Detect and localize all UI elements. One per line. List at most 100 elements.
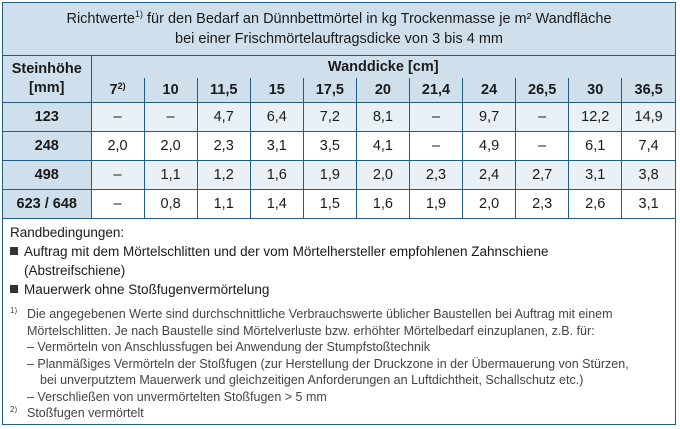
row-header-stone-height-value: 248 [3,131,92,161]
column-header-wall-thickness: 11,5 [196,78,251,103]
table-cell: 3,8 [621,160,675,190]
column-header-wall-thickness: 30 [568,78,623,103]
mortar-consumption-table-card: Richtwerte1) für den Bedarf an Dünnbettm… [2,2,676,425]
row-header-label: Steinhöhe [11,61,82,77]
table-cell: 8,1 [355,102,410,132]
column-group-wall-thickness: Wanddicke [cm] [90,56,675,78]
table-cell: 6,4 [249,102,304,132]
table-cell: 2,3 [408,160,464,190]
table-cell: 1,9 [408,189,464,219]
footnote-1-dash-item-3: – Verschließen von unvermörtelten Stoßfu… [27,389,327,404]
condition-item-1: Auftrag mit dem Mörtelschlitten und der … [10,242,675,280]
table-row: 248 2,0 2,0 2,3 3,1 3,5 4,1–4,9–6,1 7,4 [3,131,675,161]
table-cell: 1,1 [196,189,251,219]
table-cell: 6,1 [568,131,623,161]
column-header-wall-thickness: 24 [462,78,517,103]
table-cell: 1,5 [302,189,357,219]
column-header-label: 15 [268,82,285,98]
table-cell: 2,0 [355,160,410,190]
table-cell: 2,0 [143,131,198,161]
title-text-start: Richtwerte [66,11,135,27]
footnote-2-marker: 2) [10,405,18,414]
table-cell: 3,5 [302,131,357,161]
footnote-2-text: Stoßfugen vermörtelt [27,406,144,420]
column-header-wall-thickness: 17,5 [302,78,357,103]
conditions-heading: Randbedingungen: [10,225,125,240]
table-cell: – [515,102,570,132]
footnotes-section: 1) Die angegebenen Werte sind durchschni… [3,306,675,422]
footnote-2: 2) Stoßfugen vermörtelt [10,405,675,422]
table-cell: 2,0 [90,131,145,161]
condition-1-text: Auftrag mit dem Mörtelschlitten und der … [24,244,549,259]
column-header-label: 11,5 [209,82,238,98]
table-cell: – [90,160,145,190]
footnote-1-dash-item-2: – Planmäßiges Vermörteln der Stoßfugen (… [27,356,629,371]
table-cell: – [90,102,145,132]
title-text-end: für den Bedarf an Dünnbettmörtel in kg T… [142,11,612,27]
title-footnote-marker: 1) [134,9,143,19]
table-row: 123– –4,7 6,4 7,2 8,1–9,7–12,2 14,9 [3,102,675,132]
table-cell: 4,7 [196,102,251,132]
table-cell: 1,6 [355,189,410,219]
column-header-label: 17,5 [315,82,344,98]
square-bullet-icon [10,285,18,293]
table-title: Richtwerte1) für den Bedarf an Dünnbettm… [3,3,675,56]
table-cell: 2,6 [568,189,623,219]
consumption-table: Steinhöhe [mm] Wanddicke [cm] 72) 10 11,5 1… [3,56,675,219]
table-cell: 14,9 [621,102,675,132]
row-header-stone-height-value: 498 [3,160,92,190]
table-cell: – [90,189,145,219]
table-cell: 4,1 [355,131,410,161]
condition-1-text-continued: (Abstreifschiene) [24,263,126,278]
table-row: 623 / 648–0,8 1,1 1,4 1,5 1,6 1,9 2,0 2,3 2,6 3,1 [3,189,675,219]
column-header-label: 20 [374,82,391,98]
footnote-1: 1) Die angegebenen Werte sind durchschni… [10,306,675,339]
table-cell: 1,1 [143,160,198,190]
table-cell: 1,6 [249,160,304,190]
column-header-label: 26,5 [528,82,557,98]
table-cell: 2,3 [196,131,251,161]
table-cell: 4,9 [462,131,517,161]
column-header-label: 10 [162,82,179,98]
footnote-1-text: Die angegebenen Werte sind durchschnittl… [27,307,613,321]
table-cell: 7,2 [302,102,357,132]
table-cell: – [143,102,198,132]
table-cell: 2,3 [515,189,570,219]
table-cell: 9,7 [462,102,517,132]
condition-item-2: Mauerwerk ohne Stoßfugenvermörtelung [10,280,675,299]
row-header-stone-height: Steinhöhe [mm] [3,56,92,103]
table-cell: 1,9 [302,160,357,190]
row-header-stone-height-value: 623 / 648 [3,189,92,219]
footnote-1-dash-item-2-continued: bei unverputztem Mauerwerk und gleichzei… [40,373,584,387]
column-header-label: 24 [481,82,498,98]
table-row: 498–1,1 1,2 1,6 1,9 2,0 2,3 2,4 2,7 3,1 3,8 [3,160,675,190]
table-cell: 1,4 [249,189,304,219]
row-header-unit: [mm] [29,80,65,96]
column-header-wall-thickness: 36,5 [621,78,675,103]
column-header-footnote-marker: 2) [117,81,126,91]
table-cell: 3,1 [621,189,675,219]
table-cell: 1,2 [196,160,251,190]
column-header-wall-thickness: 10 [143,78,198,103]
column-header-label: 21,4 [421,82,451,98]
title-line-2: bei einer Frischmörtelauftragsdicke von … [175,31,503,47]
column-header-label: 7 [109,82,118,98]
table-cell: 2,0 [462,189,517,219]
table-cell: 3,1 [249,131,304,161]
square-bullet-icon [10,247,18,255]
footnote-1-text-continued: Mörtelschlitten. Je nach Baustelle sind … [27,323,595,338]
table-cell: 2,7 [515,160,570,190]
footnote-1-dash-item-1: – Vermörteln von Anschlussfugen bei Anwe… [27,340,431,354]
table-cell: 12,2 [568,102,623,132]
footnote-1-marker: 1) [10,306,18,315]
conditions-section: Randbedingungen: Auftrag mit dem Mörtels… [3,219,675,299]
condition-2-text: Mauerwerk ohne Stoßfugenvermörtelung [24,282,270,297]
column-header-wall-thickness: 72) [91,78,145,103]
column-header-wall-thickness: 26,5 [515,78,570,103]
table-cell: – [515,131,570,161]
table-cell: – [408,131,464,161]
table-cell: 2,4 [462,160,517,190]
column-header-label: 36,5 [634,82,663,98]
column-header-wall-thickness: 20 [355,78,410,103]
table-cell: 3,1 [568,160,623,190]
